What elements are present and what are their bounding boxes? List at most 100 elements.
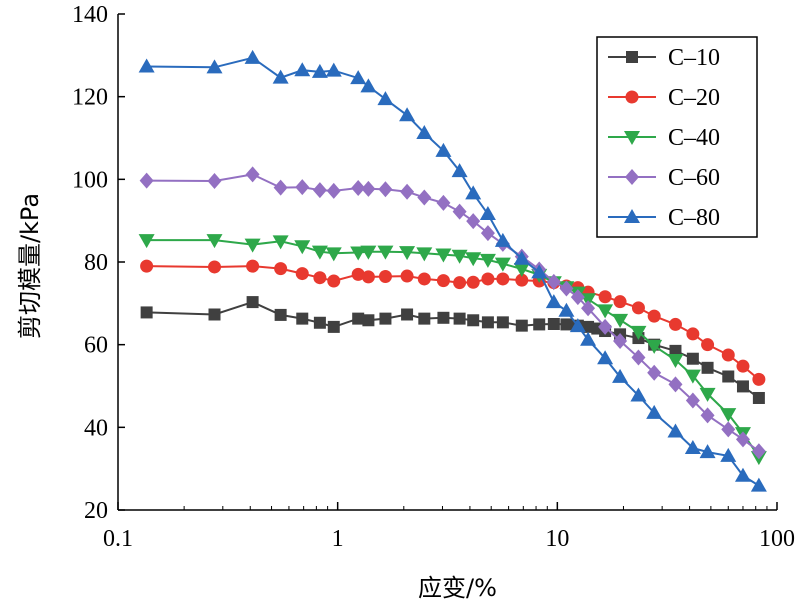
- y-axis-label: 剪切模量/kPa: [16, 193, 44, 339]
- data-point: [515, 319, 528, 332]
- series-0: [140, 296, 765, 404]
- data-point: [547, 318, 560, 330]
- data-point: [313, 271, 327, 285]
- legend-marker: [625, 90, 639, 104]
- data-point: [515, 273, 529, 287]
- data-point: [273, 179, 288, 196]
- data-point: [560, 318, 573, 331]
- series-1: [140, 259, 766, 386]
- data-point: [208, 260, 222, 274]
- data-point: [686, 327, 700, 341]
- data-point: [207, 172, 222, 189]
- y-tick-label: 20: [84, 498, 108, 524]
- data-point: [545, 294, 562, 309]
- data-point: [295, 267, 309, 281]
- data-point: [244, 238, 261, 253]
- data-point: [400, 183, 415, 200]
- data-point: [581, 300, 596, 317]
- y-tick-label: 140: [72, 2, 108, 28]
- data-point: [437, 311, 450, 324]
- data-point: [294, 62, 311, 77]
- data-point: [481, 316, 494, 329]
- data-point: [494, 257, 511, 272]
- data-point: [479, 206, 496, 221]
- data-point: [466, 213, 481, 230]
- data-point: [630, 325, 647, 340]
- data-point: [452, 203, 467, 220]
- x-axis-label: 应变/%: [418, 574, 497, 602]
- data-point: [294, 240, 311, 255]
- y-tick-label: 40: [84, 415, 108, 441]
- data-point: [451, 249, 468, 264]
- data-point: [399, 246, 416, 261]
- data-point: [245, 166, 260, 183]
- data-point: [362, 314, 375, 327]
- data-point: [546, 273, 561, 290]
- data-point: [701, 338, 715, 352]
- x-tick-label: 10: [545, 526, 569, 552]
- data-point: [686, 352, 699, 365]
- data-point: [531, 264, 548, 279]
- legend-marker: [626, 51, 638, 63]
- data-point: [274, 308, 287, 321]
- series-layer: [138, 49, 767, 492]
- data-point: [668, 317, 682, 331]
- data-point: [435, 142, 452, 157]
- data-point: [352, 312, 365, 325]
- data-point: [646, 404, 663, 419]
- data-point: [401, 308, 414, 321]
- data-point: [684, 369, 701, 384]
- data-point: [274, 262, 288, 276]
- data-point: [206, 59, 223, 74]
- y-tick-label: 120: [72, 85, 108, 111]
- x-tick-label: 100: [759, 526, 795, 552]
- data-point: [597, 350, 614, 365]
- data-point: [668, 376, 683, 393]
- data-point: [685, 392, 700, 409]
- data-point: [360, 245, 377, 260]
- data-point: [582, 320, 595, 333]
- data-point: [272, 69, 289, 84]
- data-point: [479, 253, 496, 268]
- data-point: [496, 272, 510, 286]
- data-point: [244, 49, 261, 64]
- data-point: [722, 370, 735, 383]
- data-point: [613, 332, 628, 349]
- data-point: [481, 272, 495, 286]
- legend-marker: [625, 169, 639, 185]
- data-point: [751, 443, 766, 460]
- data-point: [326, 182, 341, 199]
- data-point: [313, 316, 326, 329]
- data-point: [400, 269, 414, 283]
- data-point: [558, 302, 575, 317]
- data-point: [327, 320, 340, 333]
- data-point: [612, 368, 629, 383]
- data-point: [361, 270, 375, 284]
- data-point: [361, 180, 376, 197]
- data-point: [631, 301, 645, 315]
- legend-label: C–20: [668, 85, 720, 111]
- data-point: [379, 312, 392, 325]
- data-point: [612, 313, 629, 328]
- data-point: [140, 306, 153, 319]
- data-point: [752, 372, 766, 386]
- data-point: [295, 179, 310, 196]
- data-point: [312, 182, 327, 199]
- data-point: [631, 349, 646, 366]
- data-point: [417, 189, 432, 206]
- data-point: [580, 331, 597, 346]
- legend-label: C–80: [668, 205, 720, 231]
- y-tick-label: 80: [84, 250, 108, 276]
- data-point: [325, 247, 342, 262]
- series-line: [146, 301, 760, 399]
- data-point: [684, 440, 701, 454]
- data-point: [453, 276, 467, 290]
- data-point: [436, 274, 450, 288]
- series-line: [146, 265, 760, 381]
- data-point: [327, 274, 341, 288]
- data-point: [418, 312, 431, 325]
- data-point: [138, 234, 155, 249]
- data-point: [496, 316, 509, 329]
- data-point: [378, 181, 393, 198]
